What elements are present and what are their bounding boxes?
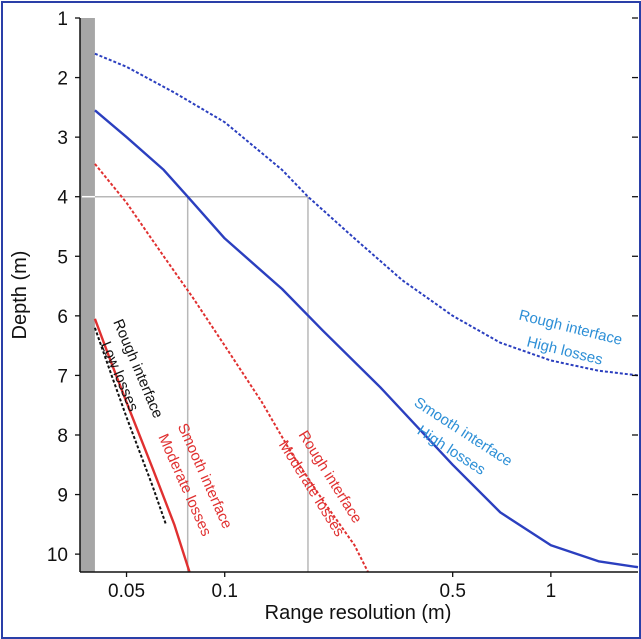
y-tick-label: 2 (57, 69, 68, 90)
y-tick-label: 6 (57, 307, 68, 328)
x-axis-label: Range resolution (m) (265, 602, 452, 624)
y-tick-label: 10 (47, 545, 68, 566)
shaded-region (80, 18, 95, 572)
y-tick-label: 8 (57, 426, 68, 447)
x-tick-label: 0.05 (108, 581, 145, 602)
series-line-0 (94, 52, 639, 377)
y-tick-label: 9 (57, 486, 68, 507)
series-line-1 (94, 109, 639, 569)
y-tick-label: 5 (57, 247, 68, 268)
series-line-3 (93, 318, 191, 573)
x-tick-label: 0.1 (212, 581, 238, 602)
x-tick-label: 1 (546, 581, 557, 602)
y-axis-label: Depth (m) (9, 251, 31, 340)
series-line-4 (93, 327, 167, 525)
x-tick-label: 0.5 (439, 581, 465, 602)
y-tick-label: 1 (57, 9, 68, 30)
y-tick-label: 3 (57, 128, 68, 149)
y-tick-label: 7 (57, 366, 68, 387)
series-line-2 (94, 163, 369, 573)
y-tick-label: 4 (57, 188, 68, 209)
